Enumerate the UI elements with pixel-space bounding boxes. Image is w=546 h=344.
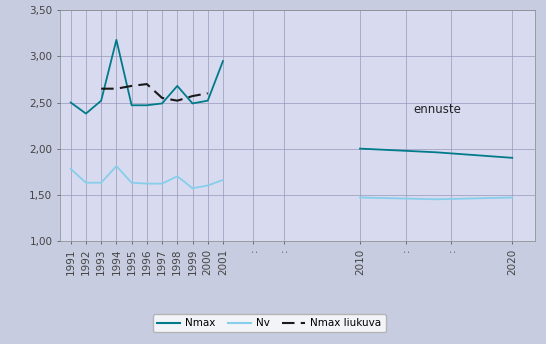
Text: ennuste: ennuste [413, 104, 461, 116]
Legend: Nmax, Nv, Nmax liukuva: Nmax, Nv, Nmax liukuva [152, 314, 385, 332]
